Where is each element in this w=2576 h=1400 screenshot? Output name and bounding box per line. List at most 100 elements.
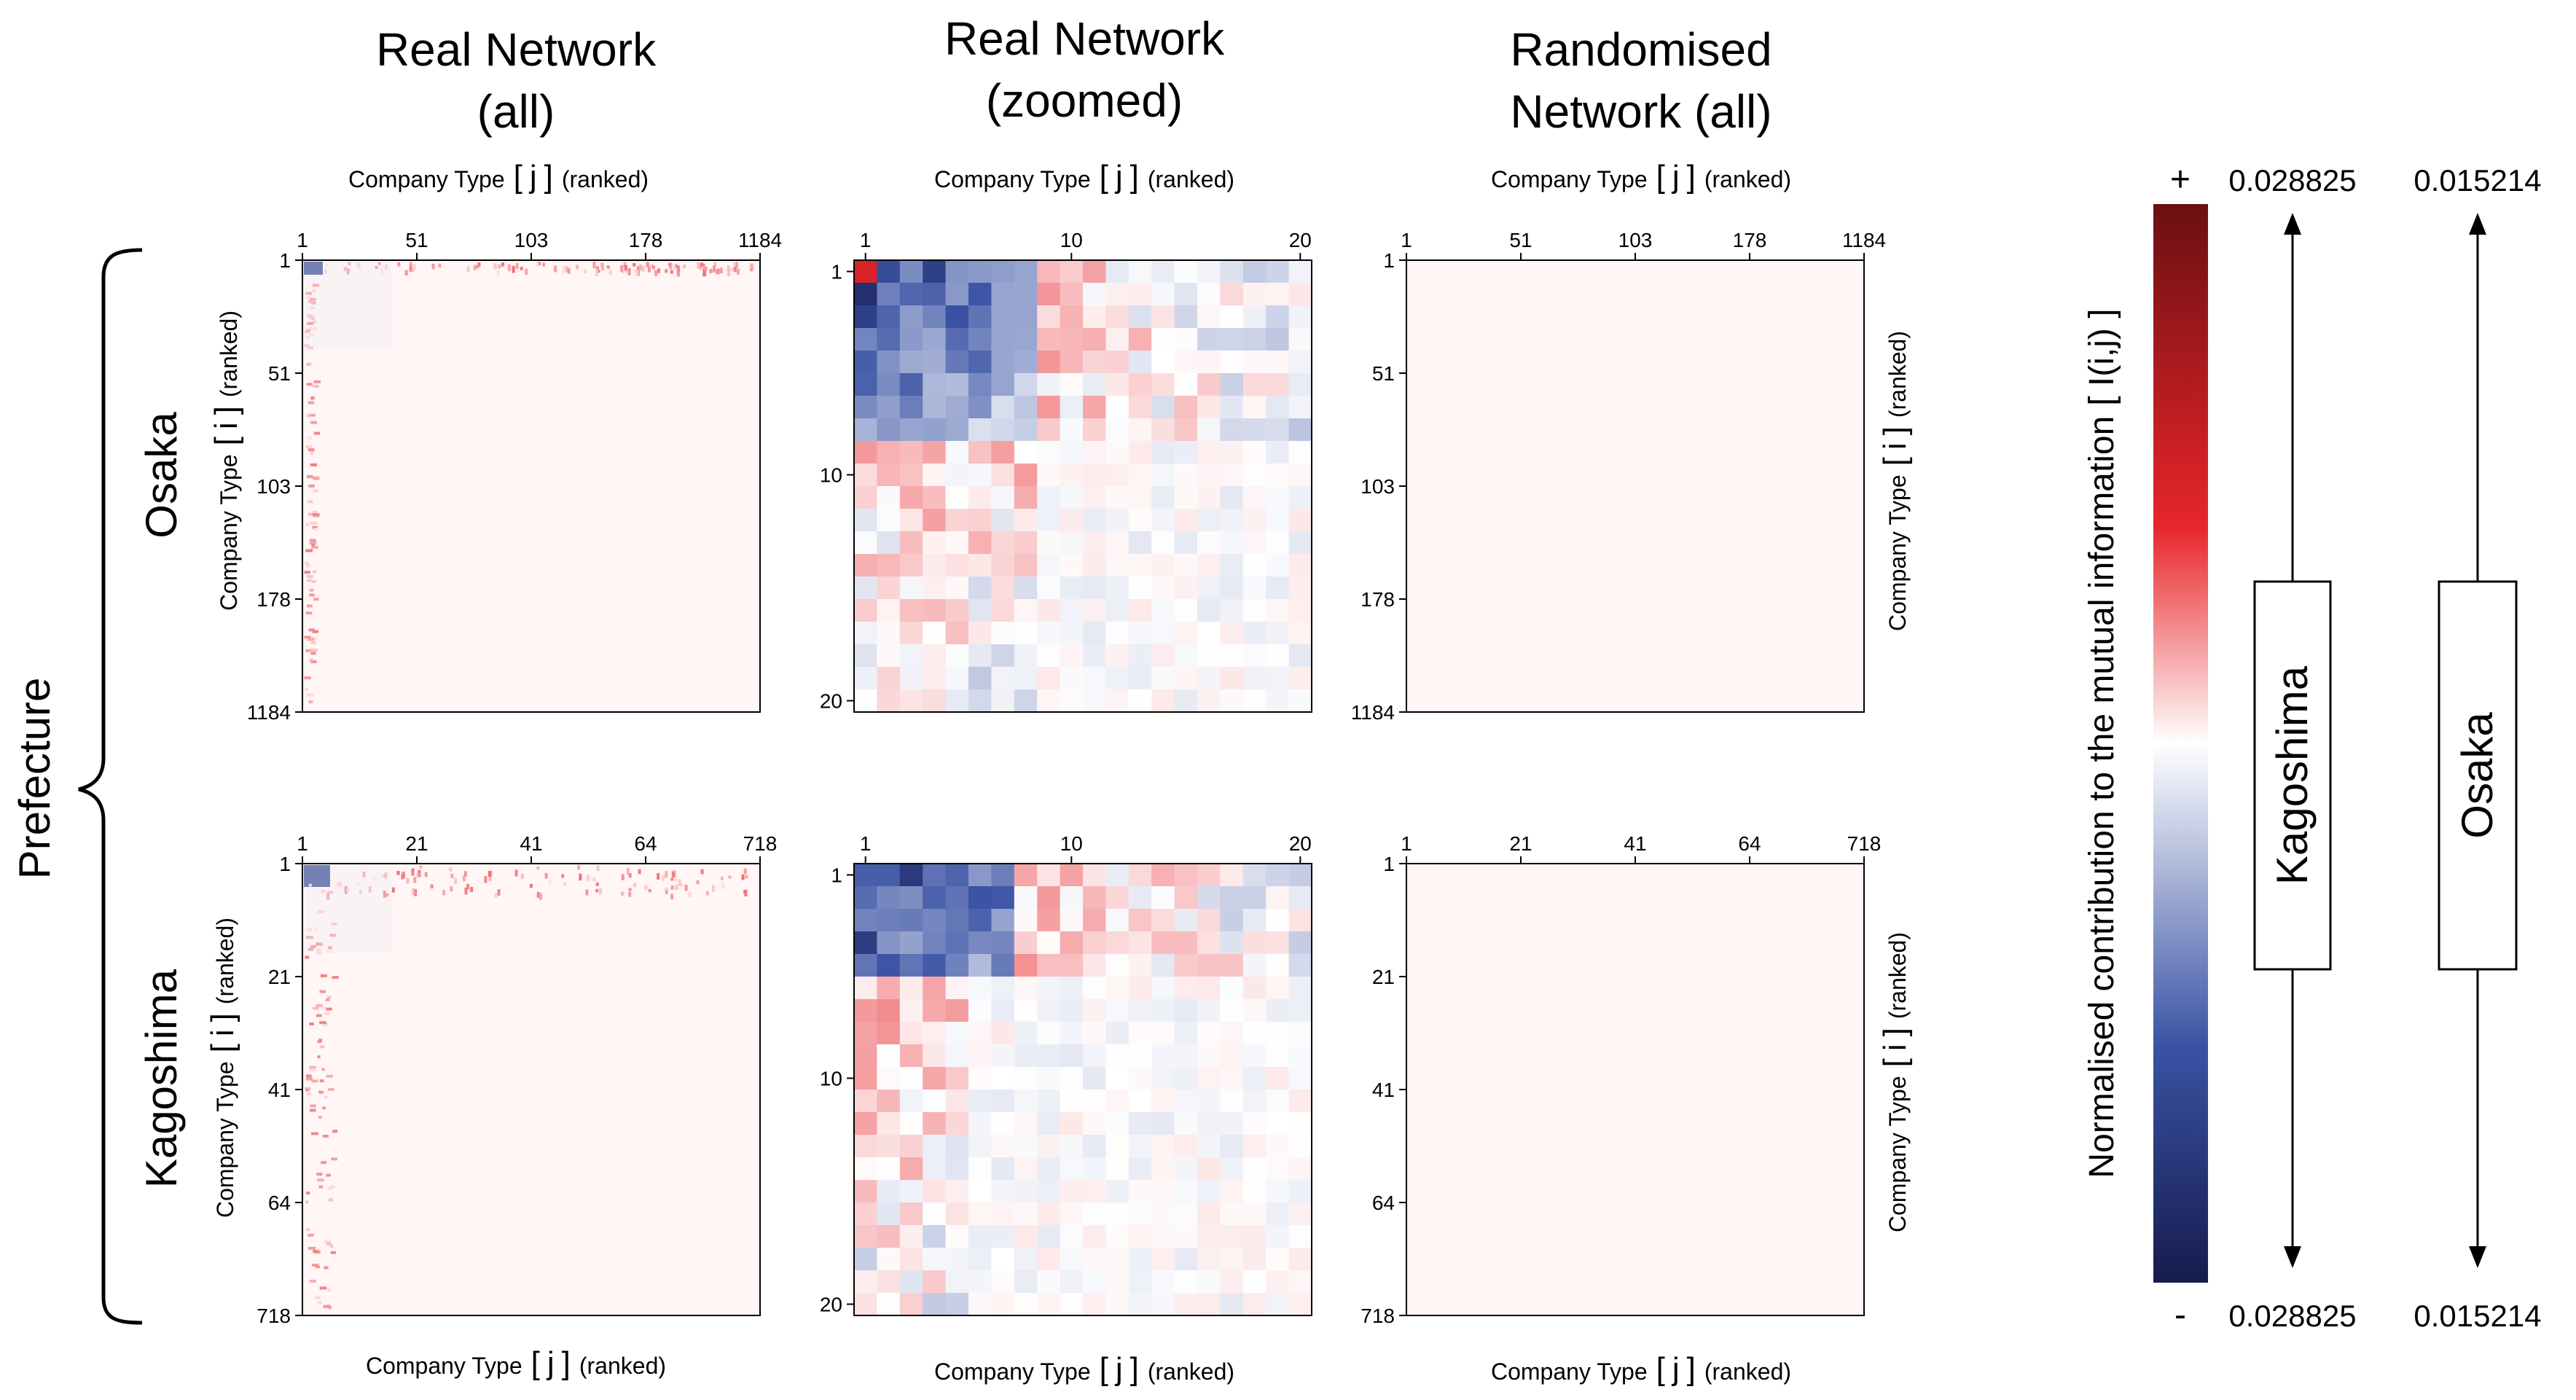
heatmap-cell xyxy=(945,622,969,645)
heatmap-cell xyxy=(1037,486,1061,509)
heatmap-cell xyxy=(899,305,923,329)
range-osaka-min: 0.015214 xyxy=(2413,1299,2541,1333)
heatmap-cell xyxy=(310,451,314,455)
heatmap-cell xyxy=(626,867,630,875)
heatmap-cell xyxy=(438,263,442,267)
group-label-prefecture: Prefecture xyxy=(10,678,59,880)
heatmap-cell xyxy=(923,667,947,690)
heatmap-cell xyxy=(1220,1067,1244,1090)
heatmap-cell xyxy=(1174,1090,1198,1113)
heatmap-cell xyxy=(308,628,316,632)
heatmap-cell xyxy=(1037,886,1061,910)
heatmap-cell xyxy=(305,561,309,565)
heatmap-cell xyxy=(670,877,674,881)
heatmap-cell xyxy=(1083,1225,1106,1248)
heatmap-cell xyxy=(466,266,470,273)
heatmap-cell xyxy=(968,1293,992,1316)
heatmap-cell xyxy=(899,864,923,887)
y-tick-label: 178 xyxy=(1361,588,1395,611)
x-axis-label-bottom-all: Company Type [j] (ranked) xyxy=(366,1345,666,1381)
heatmap-cell xyxy=(1060,1270,1084,1294)
heatmap-cell xyxy=(644,885,648,890)
heatmap-cell xyxy=(1174,1225,1198,1248)
x-tick-label: 21 xyxy=(405,832,428,855)
heatmap-cell xyxy=(1105,1157,1130,1181)
heatmap-cell xyxy=(670,893,674,900)
heatmap-cell xyxy=(1197,418,1221,442)
heatmap-cell xyxy=(1266,509,1290,532)
heatmap-cell xyxy=(1220,886,1244,910)
heatmap-cell xyxy=(1014,1022,1038,1045)
heatmap-cell xyxy=(621,874,625,880)
heatmap-cell xyxy=(877,351,901,374)
heatmap-cell xyxy=(650,264,654,267)
heatmap-cell xyxy=(1151,396,1175,419)
heatmap-cell xyxy=(1174,1248,1198,1271)
heatmap-cell xyxy=(304,571,310,574)
heatmap-cell xyxy=(877,305,901,329)
panels: 1151511031031781781184118411101020201151… xyxy=(205,159,1913,1387)
heatmap-cell xyxy=(1128,1090,1152,1113)
heatmap-cell xyxy=(730,267,733,272)
heatmap-cell xyxy=(424,872,428,877)
heatmap-cell xyxy=(1014,260,1038,283)
heatmap-cell xyxy=(1105,689,1130,713)
heatmap-cell xyxy=(1288,576,1312,600)
heatmap-cell xyxy=(313,570,317,574)
heatmap-cell xyxy=(410,267,414,272)
heatmap-cell xyxy=(1128,1270,1152,1294)
colorbar-label-symbol: [ I(i,j) ] xyxy=(2083,308,2121,405)
y-tick-label: 64 xyxy=(1372,1192,1395,1214)
x-tick-label: 1 xyxy=(860,229,872,251)
heatmap-cell xyxy=(309,604,313,608)
heatmap-cell xyxy=(854,1293,877,1316)
y-tick-label: 1 xyxy=(831,864,842,887)
y-tick-label: 41 xyxy=(1372,1079,1395,1101)
heatmap-cell xyxy=(529,883,533,888)
x-tick-label: 178 xyxy=(1733,229,1767,251)
heatmap-cell xyxy=(1151,954,1175,977)
heatmap-cell xyxy=(307,314,313,318)
heatmap-cell xyxy=(1037,622,1061,645)
heatmap-cell xyxy=(449,867,453,872)
heatmap-cell xyxy=(1105,644,1130,668)
heatmap-cell xyxy=(1037,1293,1061,1316)
heatmap-cell xyxy=(1083,1180,1106,1203)
heatmap-cell xyxy=(1220,864,1244,887)
heatmap-cell xyxy=(1220,576,1244,600)
x-axis-label-part-4: (ranked) xyxy=(579,1353,666,1379)
heatmap-cell xyxy=(1174,1112,1198,1135)
heatmap-cell xyxy=(633,262,636,267)
heatmap-cell xyxy=(327,1186,333,1190)
heatmap-cell xyxy=(1060,999,1084,1022)
heatmap-cell xyxy=(923,1090,947,1113)
heatmap-cell xyxy=(1220,999,1244,1022)
heatmap-cell xyxy=(1105,509,1130,532)
heatmap-cell xyxy=(877,1180,901,1203)
heatmap-cell xyxy=(899,689,923,713)
heatmap-cell xyxy=(1060,351,1084,374)
heatmap-cell xyxy=(854,486,877,509)
heatmap-cell xyxy=(308,700,313,704)
heatmap-cell xyxy=(1242,999,1267,1022)
heatmap-cell xyxy=(1060,886,1084,910)
heatmap-cell xyxy=(854,396,877,419)
heatmap-cell xyxy=(1083,1044,1106,1068)
heatmap-cell xyxy=(991,1180,1015,1203)
heatmap-cell xyxy=(1083,418,1106,442)
heatmap-cell xyxy=(899,396,923,419)
heatmap-cell xyxy=(391,887,395,893)
heatmap-cell xyxy=(923,999,947,1022)
heatmap-cell xyxy=(331,1157,337,1161)
heatmap-cell xyxy=(1105,531,1130,555)
heatmap-cell xyxy=(1220,351,1244,374)
heatmap-cell xyxy=(945,864,969,887)
heatmap-cell xyxy=(1151,1157,1175,1181)
heatmap-cell xyxy=(305,335,310,339)
heatmap-cell xyxy=(359,889,362,894)
heatmap-cell xyxy=(1105,283,1130,306)
range-kagoshima-box xyxy=(2253,580,2332,971)
heatmap-cell xyxy=(595,883,599,886)
heatmap-cell xyxy=(310,306,316,310)
heatmap-cell xyxy=(968,509,992,532)
